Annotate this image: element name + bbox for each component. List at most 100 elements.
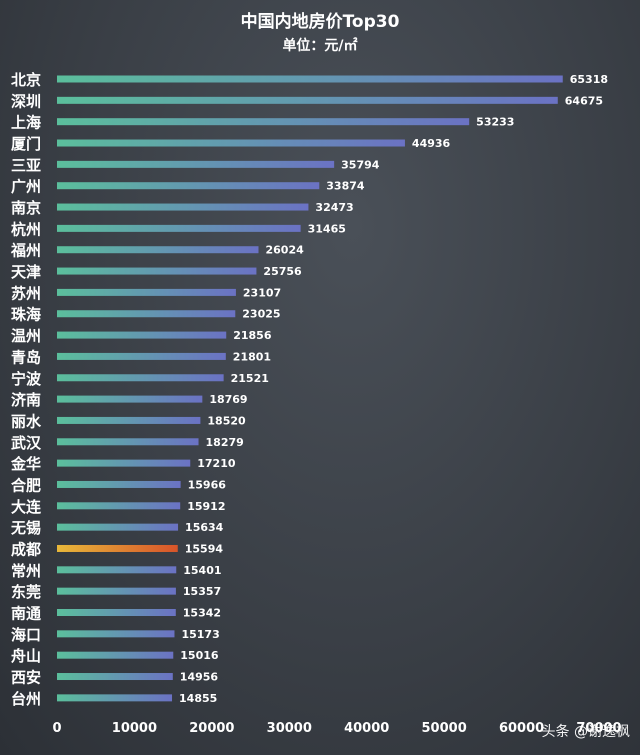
- bar: [57, 609, 176, 616]
- bar: [57, 374, 224, 382]
- category-label: 西安: [11, 669, 41, 687]
- category-label: 三亚: [11, 156, 41, 174]
- bar: [57, 416, 201, 424]
- category-label: 上海: [11, 114, 41, 132]
- bar: [57, 651, 174, 659]
- bar: [57, 246, 259, 254]
- category-label: 常州: [11, 562, 41, 580]
- chart-subtitle: 单位：元/㎡: [282, 37, 357, 54]
- category-label: 成都: [11, 540, 41, 558]
- bar: [57, 118, 470, 126]
- bar: [57, 523, 179, 531]
- category-label: 北京: [11, 71, 41, 89]
- bar: [57, 203, 309, 211]
- category-label: 南京: [11, 199, 41, 217]
- x-axis: 0 10000 20000 30000 40000 50000 60000 70000: [52, 721, 621, 736]
- data-label: 33874: [326, 180, 365, 193]
- data-label: 15634: [185, 521, 224, 534]
- category-label: 宁波: [11, 370, 42, 388]
- category-label: 济南: [11, 391, 41, 409]
- bar: [57, 630, 175, 638]
- data-label: 14956: [180, 671, 219, 684]
- bar: [57, 288, 236, 296]
- data-label: 15016: [180, 649, 219, 662]
- x-tick-label: 30000: [267, 721, 312, 736]
- bar: [57, 182, 320, 190]
- bar: [57, 352, 226, 360]
- x-tick-label: 50000: [422, 721, 467, 736]
- category-label: 福州: [10, 242, 41, 260]
- x-tick-label: 70000: [576, 721, 621, 736]
- data-label: 15966: [188, 478, 227, 491]
- category-label: 丽水: [11, 412, 42, 430]
- bar: [57, 480, 181, 488]
- category-label: 舟山: [11, 647, 41, 665]
- category-label: 南通: [11, 605, 41, 623]
- bar: [57, 331, 227, 339]
- category-label: 杭州: [11, 220, 41, 238]
- category-label: 青岛: [11, 348, 41, 366]
- data-label: 15173: [181, 628, 219, 641]
- category-label: 合肥: [10, 476, 41, 494]
- data-label: 65318: [570, 73, 608, 86]
- data-label: 15912: [187, 500, 225, 513]
- data-label: 15401: [183, 564, 221, 577]
- data-label: 53233: [476, 116, 514, 129]
- category-label: 大连: [11, 498, 42, 516]
- data-label: 31465: [308, 222, 346, 235]
- bar: [57, 694, 173, 702]
- data-label: 18769: [209, 393, 247, 406]
- data-label: 15342: [183, 607, 221, 620]
- bars-group: 北京 65318 深圳 64675 上海 53233 厦门 44936 三亚 35794 广州 338…: [10, 71, 608, 708]
- bar-highlighted: [57, 544, 178, 552]
- category-label: 温州: [11, 327, 41, 345]
- data-label: 44936: [412, 137, 451, 150]
- watermark: 头条 @谢逸枫: [542, 723, 630, 740]
- x-tick-label: 60000: [499, 721, 544, 736]
- category-label: 金华: [10, 455, 41, 473]
- bar: [57, 566, 177, 574]
- data-label: 17210: [197, 457, 236, 470]
- bar: [57, 395, 203, 403]
- data-label: 21801: [233, 350, 271, 363]
- bar: [57, 587, 176, 595]
- bar: [57, 96, 558, 104]
- bar: [57, 438, 199, 446]
- bar: [57, 310, 236, 318]
- category-label: 苏州: [11, 284, 41, 302]
- data-label: 23025: [242, 308, 280, 321]
- category-label: 海口: [11, 626, 41, 644]
- category-label: 武汉: [11, 434, 42, 452]
- category-label: 广州: [11, 178, 41, 196]
- data-label: 32473: [315, 201, 353, 214]
- x-tick-label: 40000: [344, 721, 389, 736]
- x-tick-label: 20000: [189, 721, 234, 736]
- chart-title: 中国内地房价Top30: [241, 11, 400, 32]
- data-label: 23107: [243, 286, 281, 299]
- category-label: 厦门: [11, 135, 41, 153]
- data-label: 21856: [233, 329, 272, 342]
- data-label: 14855: [179, 692, 217, 705]
- bar: [57, 502, 181, 510]
- data-label: 25756: [263, 265, 302, 278]
- category-label: 天津: [11, 263, 41, 281]
- bar: [57, 673, 173, 681]
- x-tick-label: 0: [52, 721, 61, 736]
- category-label: 深圳: [11, 92, 41, 110]
- category-label: 珠海: [11, 306, 41, 324]
- bar: [57, 459, 191, 467]
- data-label: 64675: [565, 94, 603, 107]
- data-label: 21521: [231, 372, 269, 385]
- bar: [57, 224, 301, 232]
- x-tick-label: 10000: [112, 721, 157, 736]
- data-label: 18520: [207, 414, 246, 427]
- bar: [57, 160, 335, 168]
- data-label: 35794: [341, 158, 380, 171]
- category-label: 台州: [11, 690, 41, 708]
- data-label: 26024: [266, 244, 305, 257]
- data-label: 15357: [183, 585, 221, 598]
- bar: [57, 267, 257, 275]
- bar: [57, 139, 405, 147]
- bar: [57, 75, 563, 83]
